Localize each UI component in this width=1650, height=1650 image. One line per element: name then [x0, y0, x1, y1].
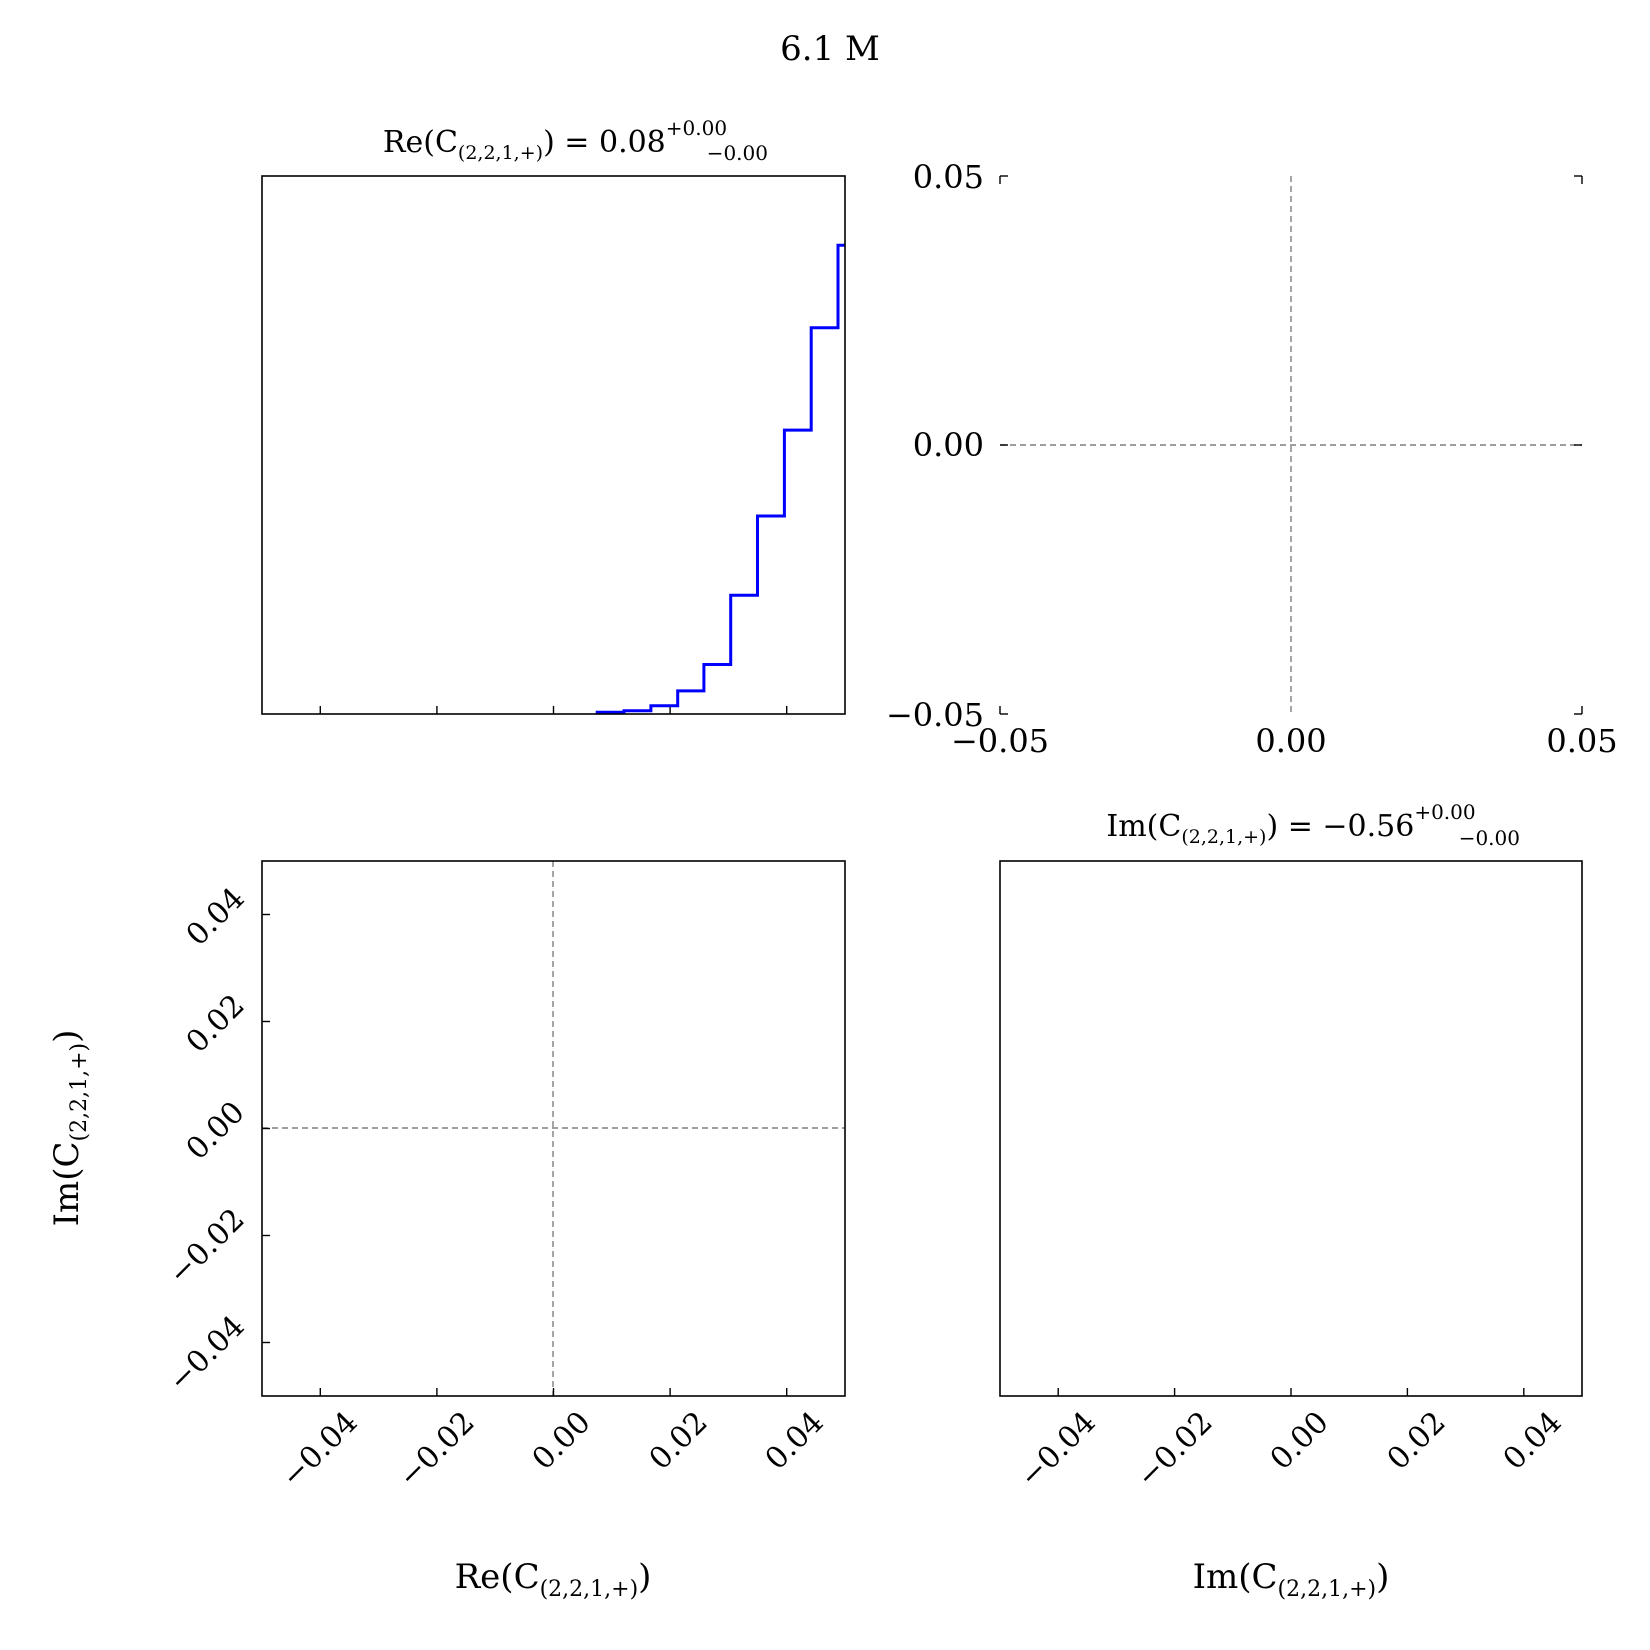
tr-xtick-0: −0.05: [951, 722, 1049, 760]
bl-ytick-2: 0.00: [180, 1095, 252, 1167]
re-im-frame: [261, 860, 846, 1397]
bl-ytick-3: −0.02: [162, 1202, 252, 1292]
br-xtick-4: 0.04: [1497, 1405, 1569, 1477]
tr-ytick-1: 0.00: [913, 426, 984, 464]
bl-xtick-0: −0.04: [275, 1405, 365, 1495]
bl-xtick-4: 0.04: [759, 1405, 831, 1477]
br-xtick-2: 0.00: [1264, 1405, 1336, 1477]
figure-title: 6.1 M: [780, 29, 880, 69]
re-im-xlabel: Re(C(2,2,1,+)): [455, 1557, 652, 1602]
tr-xtick-2: 0.05: [1546, 722, 1617, 760]
re-hist-frame: [261, 175, 846, 715]
br-xtick-1: −0.02: [1130, 1405, 1220, 1495]
bl-xtick-3: 0.02: [643, 1405, 715, 1477]
re-im-ytick-labels: 0.04 0.02 0.00 −0.02 −0.04: [162, 881, 252, 1399]
bl-ytick-0: 0.04: [180, 881, 252, 953]
bl-xtick-2: 0.00: [526, 1405, 598, 1477]
im-hist-xlabel: Im(C(2,2,1,+)): [1193, 1557, 1390, 1602]
br-xtick-0: −0.04: [1013, 1405, 1103, 1495]
re-hist-title-lower: −0.00: [707, 141, 768, 165]
re-hist-title: Re(C(2,2,1,+)) = 0.08+0.00: [383, 116, 727, 164]
im-hist-frame: [999, 860, 1583, 1397]
im-hist-title-lower: −0.00: [1459, 826, 1520, 850]
re-im-ylabel: Im(C(2,2,1,+)): [47, 1030, 92, 1227]
tr-ytick-2: −0.05: [886, 696, 984, 734]
bl-xtick-1: −0.02: [392, 1405, 482, 1495]
re-im-xtick-labels: −0.04 −0.02 0.00 0.02 0.04: [275, 1405, 831, 1495]
bl-ytick-1: 0.02: [180, 988, 252, 1060]
top-right-corner-ticks: [999, 175, 1583, 715]
panel-re-histogram: Re(C(2,2,1,+)) = 0.08+0.00 −0.00: [261, 116, 846, 715]
panel-re-im-2d: −0.04 −0.02 0.00 0.02 0.04 0.04 0.02 0.0…: [47, 860, 846, 1602]
br-xtick-3: 0.02: [1381, 1405, 1453, 1477]
tr-xtick-1: 0.00: [1255, 722, 1326, 760]
panel-top-right-axes: 0.05 0.00 −0.05 −0.05 0.00 0.05: [886, 158, 1618, 760]
panel-im-histogram: Im(C(2,2,1,+)) = −0.56+0.00 −0.00 −0.04 …: [999, 800, 1583, 1602]
im-hist-title: Im(C(2,2,1,+)) = −0.56+0.00: [1106, 800, 1475, 848]
bl-ytick-4: −0.04: [162, 1309, 252, 1399]
re-hist-xticks: [319, 706, 788, 714]
re-im-ticks: [262, 913, 788, 1396]
re-hist-steps: [595, 243, 845, 714]
im-hist-xticks: [1057, 1388, 1525, 1396]
tr-ytick-0: 0.05: [913, 158, 984, 196]
im-hist-xtick-labels: −0.04 −0.02 0.00 0.02 0.04: [1013, 1405, 1569, 1495]
